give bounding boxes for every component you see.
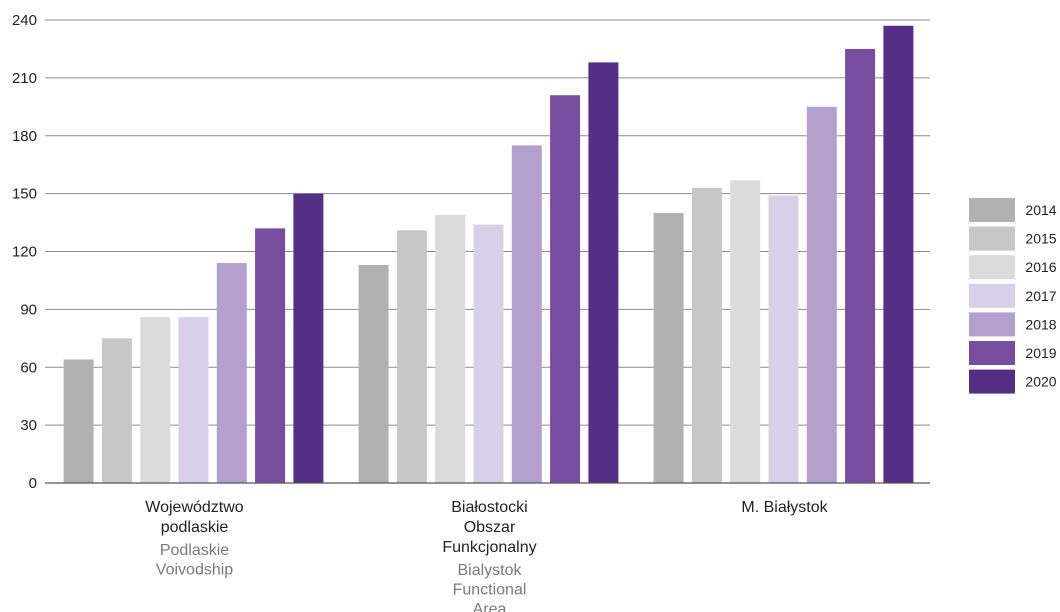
y-axis-tick-labels: 0 30 60 90 120 150 180 210 240 bbox=[12, 12, 37, 492]
legend-label: 2017 bbox=[1025, 288, 1056, 304]
category-sublabel: Functional bbox=[453, 582, 527, 599]
category-label: Obszar bbox=[464, 519, 516, 536]
bar-2017 bbox=[768, 195, 799, 483]
legend-label: 2014 bbox=[1025, 202, 1056, 218]
legend-swatch-2015 bbox=[969, 226, 1015, 251]
legend-swatch-2017 bbox=[969, 283, 1015, 308]
bar-2019 bbox=[255, 228, 286, 483]
bar-2017 bbox=[178, 317, 209, 483]
bar-2014 bbox=[358, 265, 389, 483]
category-sublabel: Bialystok bbox=[457, 562, 522, 579]
bars bbox=[63, 25, 914, 484]
legend: 2014 2015 2016 2017 2018 2019 2020 bbox=[969, 198, 1057, 394]
bar-2016 bbox=[140, 317, 171, 483]
legend-swatch-2014 bbox=[969, 198, 1015, 222]
bar-2015 bbox=[691, 187, 722, 483]
category-sublabel: Podlaskie bbox=[160, 542, 229, 559]
legend-label: 2015 bbox=[1025, 231, 1056, 247]
bar-2020 bbox=[883, 25, 914, 483]
bar-2019 bbox=[845, 48, 876, 483]
y-tick-label: 90 bbox=[20, 301, 37, 318]
category-label: M. Białystok bbox=[741, 499, 828, 516]
y-tick-label: 60 bbox=[20, 359, 37, 376]
legend-swatch-2020 bbox=[969, 369, 1015, 394]
bar-2016 bbox=[435, 214, 466, 484]
y-tick-label: 240 bbox=[12, 12, 37, 29]
legend-swatch-2019 bbox=[969, 341, 1015, 365]
bar-2017 bbox=[473, 224, 504, 483]
y-tick-label: 150 bbox=[12, 186, 37, 203]
y-tick-label: 210 bbox=[12, 70, 37, 87]
category-label: Białostocki bbox=[451, 499, 527, 516]
bar-2020 bbox=[293, 193, 324, 483]
bar-2019 bbox=[550, 95, 581, 484]
category-sublabel: Voivodship bbox=[156, 562, 233, 579]
bar-2015 bbox=[101, 338, 132, 483]
category-label: Funkcjonalny bbox=[442, 539, 536, 556]
bar-2014 bbox=[653, 212, 684, 483]
bar-2018 bbox=[511, 145, 542, 484]
bar-2018 bbox=[216, 263, 247, 483]
legend-label: 2016 bbox=[1025, 259, 1056, 275]
bar-2016 bbox=[730, 180, 761, 483]
legend-swatch-2016 bbox=[969, 255, 1015, 280]
y-tick-label: 120 bbox=[12, 244, 37, 261]
category-label: podlaskie bbox=[161, 519, 229, 536]
category-label: Województwo bbox=[145, 499, 244, 516]
legend-label: 2018 bbox=[1025, 316, 1056, 332]
legend-label: 2020 bbox=[1025, 374, 1056, 390]
y-tick-label: 30 bbox=[20, 417, 37, 434]
bar-2015 bbox=[396, 230, 427, 483]
bar-2018 bbox=[806, 106, 837, 483]
category-labels: Województwo podlaskie Podlaskie Voivodship B… bbox=[145, 499, 828, 612]
category-sublabel: Area bbox=[473, 601, 507, 612]
bar-2014 bbox=[63, 359, 94, 483]
legend-swatch-2018 bbox=[969, 312, 1015, 337]
legend-label: 2019 bbox=[1025, 345, 1056, 361]
y-tick-label: 180 bbox=[12, 128, 37, 145]
y-tick-label: 0 bbox=[29, 475, 37, 492]
bar-2020 bbox=[588, 62, 619, 484]
